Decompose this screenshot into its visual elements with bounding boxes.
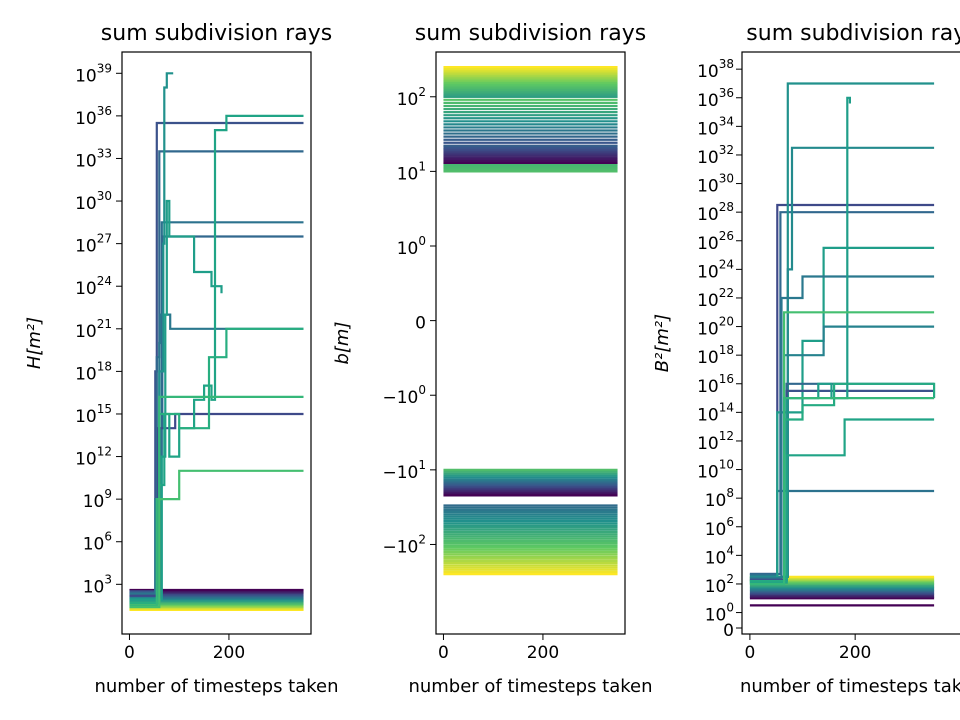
y-tick-label-2-1: 101: [397, 159, 426, 185]
x-tick-label-2-0: 0: [438, 643, 449, 663]
y-tick-label-3-3: 104: [705, 543, 734, 569]
chart-panel-2: 102 101 100 0 −100 −101 −102 0 200 sum subdivisio…: [332, 21, 653, 697]
y-tick-label-3-1: 100: [705, 600, 734, 626]
y-tick-label-3-8: 1014: [697, 400, 734, 426]
x-tick-label-1-1: 200: [213, 643, 245, 663]
y-tick-label-3-13: 1024: [697, 257, 734, 283]
x-axis-label-3: number of timesteps taken: [740, 676, 960, 697]
y-tick-label-3-16: 1030: [697, 171, 734, 197]
y-tick-label-1-11: 1036: [75, 103, 112, 129]
y-tick-label-3-7: 1012: [697, 428, 734, 454]
y-tick-label-1-6: 1021: [75, 316, 112, 342]
series-line-3-11: [749, 96, 852, 583]
series-line-1-8: [129, 114, 304, 604]
y-tick-label-3-15: 1028: [697, 200, 734, 226]
axes-frame-2: [435, 51, 626, 635]
x-tick-label-3-1: 200: [839, 643, 871, 663]
x-tick-label-1-0: 0: [124, 643, 135, 663]
y-tick-label-1-2: 109: [83, 487, 112, 513]
y-tick-label-1-9: 1030: [75, 189, 112, 215]
y-tick-label-2-4: −100: [382, 383, 426, 409]
x-tick-label-3-0: 0: [744, 643, 755, 663]
chart-panel-3: 0100102104106108101010121014101610181020…: [652, 21, 960, 697]
y-axis-label-2: b[m]: [332, 321, 353, 364]
series-line-1-0: [129, 121, 304, 593]
chart-title-2: sum subdivision rays: [415, 21, 646, 46]
series-line-3-7: [749, 275, 935, 580]
series-line-1-11: [129, 469, 304, 609]
axes-frame-1: [121, 51, 312, 635]
y-tick-label-1-12: 1039: [75, 61, 112, 87]
chart-title-3: sum subdivision rays: [746, 21, 960, 46]
series-line-1-7: [129, 199, 223, 602]
x-tick-label-2-1: 200: [527, 643, 559, 663]
y-tick-label-2-5: −101: [382, 457, 426, 483]
y-tick-label-3-14: 1026: [697, 228, 734, 254]
chart-panel-1: 103 106 109 1012 1015 1018 1021 1024 1027 1030 103…: [24, 21, 339, 697]
y-tick-label-3-19: 1036: [697, 85, 734, 111]
y-tick-label-1-1: 106: [83, 529, 112, 555]
y-tick-label-3-20: 1038: [697, 57, 734, 83]
plot-area-2: [443, 65, 618, 576]
y-tick-label-1-0: 103: [83, 572, 112, 598]
x-axis-label-1: number of timesteps taken: [94, 676, 338, 697]
y-tick-label-1-7: 1024: [75, 274, 112, 300]
y-tick-label-3-4: 106: [705, 514, 734, 540]
y-tick-label-2-3: 0: [415, 314, 426, 334]
series-line-1-10: [129, 395, 304, 607]
y-tick-label-3-17: 1032: [697, 142, 734, 168]
y-tick-label-1-3: 1012: [75, 444, 112, 470]
y-axis-label-3: B²[m²]: [652, 314, 673, 372]
y-tick-label-3-11: 1020: [697, 314, 734, 340]
y-tick-label-1-10: 1033: [75, 146, 112, 172]
plot-area-3: [749, 82, 936, 607]
y-tick-label-3-0: 0: [723, 621, 734, 641]
y-tick-label-2-0: 102: [397, 84, 426, 110]
y-tick-label-2-2: 100: [397, 234, 426, 260]
y-tick-label-2-6: −102: [382, 532, 426, 558]
y-axis-label-1: H[m²]: [24, 317, 45, 369]
series-line-3-3: [749, 489, 935, 577]
x-axis-label-2: number of timesteps taken: [408, 676, 652, 697]
y-tick-label-3-9: 1016: [697, 371, 734, 397]
y-tick-label-3-10: 1018: [697, 343, 734, 369]
y-tick-label-3-12: 1022: [697, 285, 734, 311]
y-tick-label-3-18: 1034: [697, 114, 734, 140]
series-line-3-15: [749, 397, 935, 586]
chart-title-1: sum subdivision rays: [101, 21, 332, 46]
plot-area-1: [129, 72, 304, 611]
series-line-1-4: [129, 313, 304, 596]
axes-frame-3: [741, 51, 960, 635]
y-tick-label-3-2: 102: [705, 571, 734, 597]
y-tick-label-1-5: 1018: [75, 359, 112, 385]
y-tick-label-3-5: 108: [705, 486, 734, 512]
y-tick-label-1-8: 1027: [75, 231, 112, 257]
y-tick-label-1-4: 1015: [75, 401, 112, 427]
y-tick-label-3-6: 1010: [697, 457, 734, 483]
